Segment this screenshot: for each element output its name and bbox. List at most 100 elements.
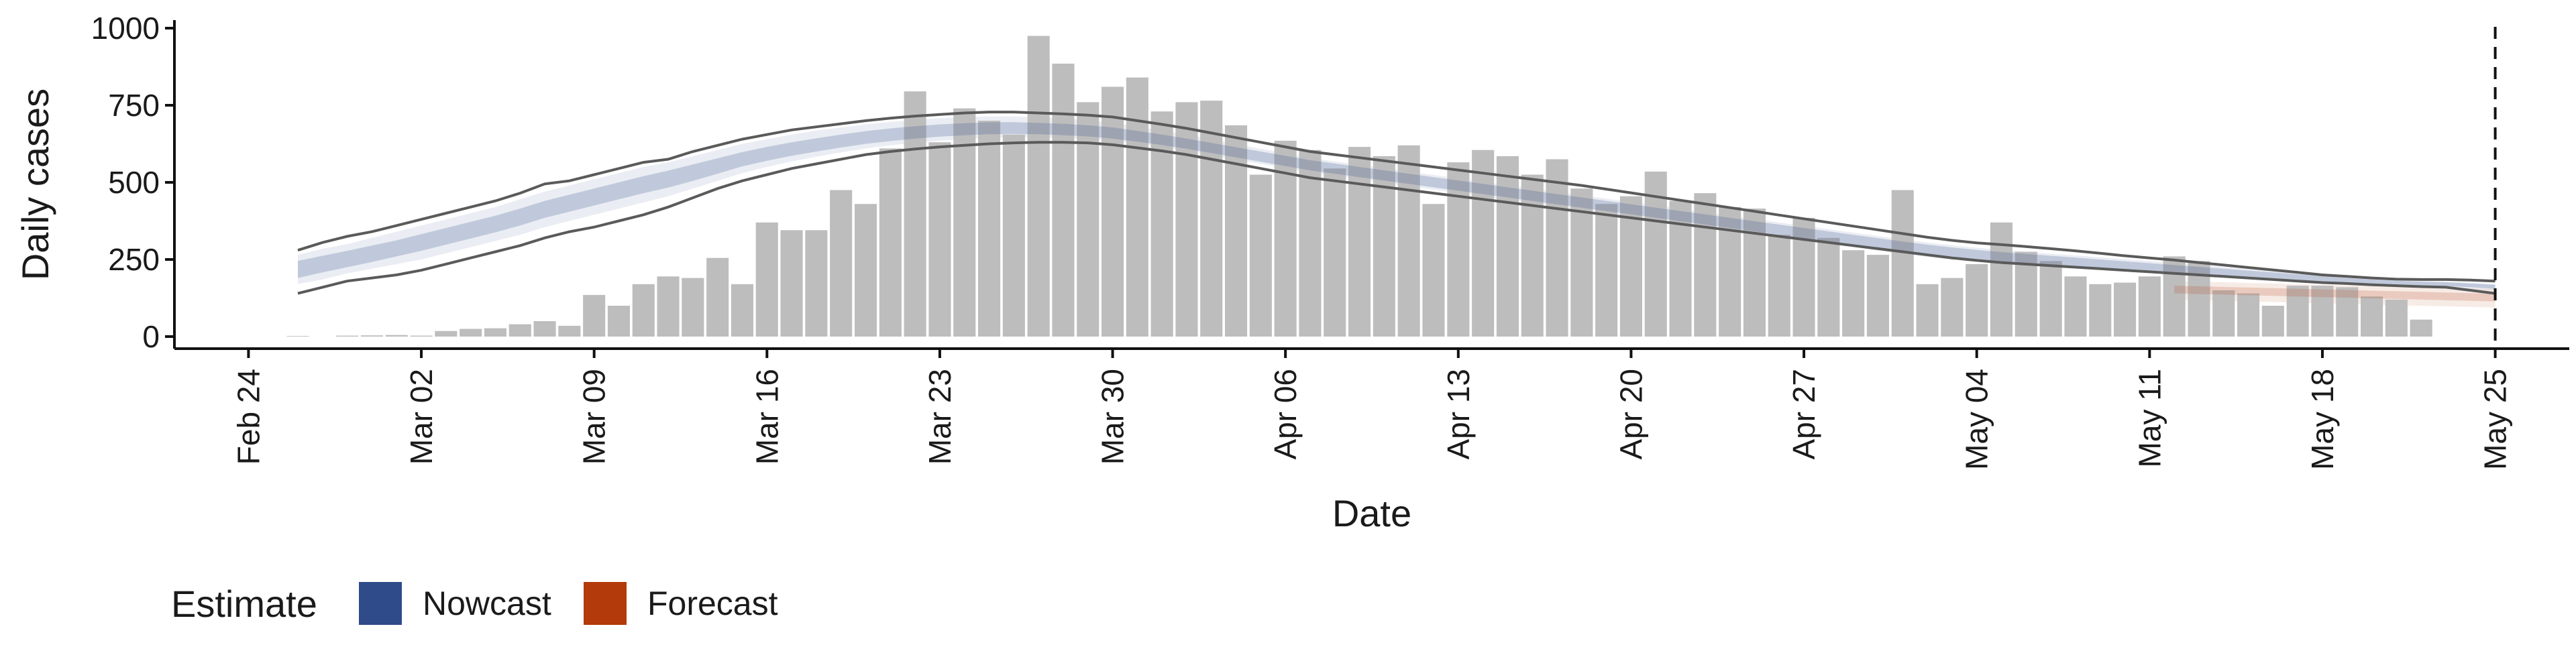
bar [1348,147,1371,337]
bar [1866,255,1889,337]
x-tick-label: Mar 30 [1095,369,1130,465]
bar [1521,174,1544,337]
bar [2138,276,2161,337]
bar [706,257,729,337]
bar [2286,286,2309,337]
nowcast-legend-label: Nowcast [423,585,551,622]
bar [2237,293,2260,337]
bar [1422,204,1445,337]
x-axis-title: Date [1332,492,1411,534]
bar [2361,296,2383,337]
x-tick-label: Apr 27 [1786,369,1821,460]
bar [1817,237,1840,337]
nowcast-outer-lower-line [297,141,2496,295]
x-tick-label: Apr 20 [1613,369,1648,460]
bar [484,328,506,337]
bar [1052,63,1075,337]
bar [286,336,309,337]
bar [2311,286,2334,337]
bar [2261,306,2284,337]
bar [978,121,1001,337]
y-tick-label: 750 [108,88,160,123]
bar [360,335,383,337]
bar [1768,235,1790,337]
forecast-legend-label: Forecast [647,585,778,622]
bar [2385,299,2408,337]
bar [2410,319,2432,337]
bar [460,329,482,337]
forecast-legend-swatch [584,582,627,625]
bar [1842,250,1865,337]
bar [1077,102,1099,337]
x-tick-label: May 11 [2132,369,2167,467]
bar [2336,287,2359,337]
bar [805,230,828,337]
bar [632,284,655,337]
nowcast-band-50 [298,122,2496,289]
bar [2212,290,2235,337]
x-tick-label: Apr 06 [1268,369,1303,460]
bar [1472,150,1495,337]
bar [583,294,606,337]
bar [1002,134,1025,337]
bar [1966,263,1988,337]
bar [1027,36,1050,337]
bar [1916,284,1939,337]
lines-layer [297,27,2497,349]
bar [830,190,853,337]
bar [1941,278,1964,337]
nowcast-outer-upper-line [297,111,2496,283]
bar [2039,261,2062,337]
bar [904,91,926,337]
bar [1447,162,1470,337]
bar [1743,209,1766,337]
bar [657,276,680,337]
bar [2089,284,2112,337]
x-tick-label: Feb 24 [231,369,266,465]
bar [1299,150,1322,337]
forecast-band-50 [2174,286,2496,302]
bar [1373,156,1395,337]
bar [928,142,951,337]
bar [1694,193,1717,337]
bar [1990,222,2012,337]
x-tick-label: Mar 16 [749,369,784,465]
bar [2064,276,2087,337]
x-tick-label: Mar 23 [922,369,957,465]
bar [1225,125,1248,337]
bar [410,335,433,337]
y-axis-title: Daily cases [14,89,56,280]
bar [1324,168,1346,337]
bars-layer [286,36,2432,337]
bar [1249,174,1272,337]
legend: Estimate Nowcast Forecast [171,582,778,625]
bar [1891,190,1914,337]
y-tick-label: 250 [108,242,160,277]
x-tick-label: May 04 [1960,369,1994,470]
bar [879,148,902,337]
nowcast-legend-swatch [359,582,402,625]
bar [533,321,556,337]
y-tick-label: 1000 [91,11,160,46]
bar [508,324,531,337]
bar [1397,145,1420,337]
bar [558,325,581,337]
bar [607,306,630,337]
bar [385,335,408,337]
legend-title: Estimate [171,583,317,625]
band-50-layer [298,122,2496,302]
bar [755,222,778,337]
bar [435,331,458,337]
bar [953,108,976,337]
bar [1595,204,1618,337]
x-tick-label: Mar 09 [577,369,612,465]
bar [1644,171,1667,337]
axes-layer: 0 250 500 750 1000 Feb 24 Mar 02 Mar 09 Mar 16 Ma… [91,11,2569,470]
x-tick-label: Apr 13 [1441,369,1476,460]
bar [1496,156,1519,337]
x-tick-label: Mar 02 [404,369,439,465]
x-tick-label: May 18 [2305,369,2340,470]
bar [1546,159,1568,337]
